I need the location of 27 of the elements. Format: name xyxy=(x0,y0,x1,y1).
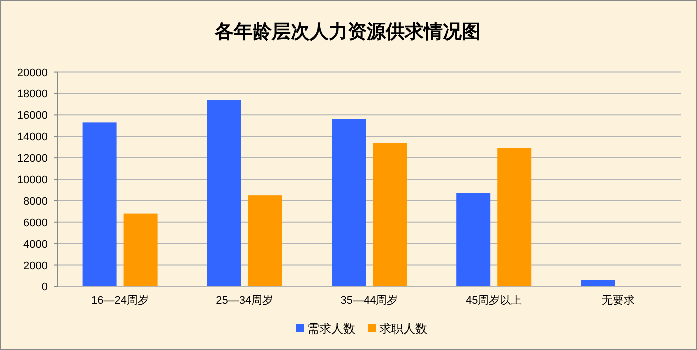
x-tick-label: 无要求 xyxy=(602,294,636,307)
x-tick-label: 35—44周岁 xyxy=(340,295,398,307)
y-tick-label: 20000 xyxy=(17,67,48,80)
x-tick-label: 16—24周岁 xyxy=(92,295,150,307)
y-tick-label: 18000 xyxy=(17,88,48,101)
y-tick-label: 12000 xyxy=(17,153,48,166)
chart-title: 各年龄层次人力资源供求情况图 xyxy=(214,21,481,43)
bar xyxy=(332,119,366,287)
y-tick-label: 4000 xyxy=(24,238,48,251)
x-tick-label: 25—34周岁 xyxy=(216,295,274,307)
y-tick-label: 0 xyxy=(42,282,48,294)
y-tick-label: 14000 xyxy=(17,132,48,144)
bar xyxy=(124,214,158,287)
legend-label: 求职人数 xyxy=(380,322,428,336)
bar xyxy=(207,100,242,287)
legend-label: 需求人数 xyxy=(308,322,356,336)
bar xyxy=(248,196,282,287)
bar xyxy=(82,122,117,287)
x-tick-label: 45周岁以上 xyxy=(466,294,522,307)
y-tick-label: 6000 xyxy=(24,217,48,230)
y-tick-label: 10000 xyxy=(17,174,48,186)
y-tick-label: 8000 xyxy=(24,196,48,208)
bar xyxy=(456,193,491,287)
y-tick-label: 2000 xyxy=(24,260,48,272)
bar xyxy=(498,148,532,287)
y-tick-label: 16000 xyxy=(17,110,48,122)
bar xyxy=(373,143,407,287)
